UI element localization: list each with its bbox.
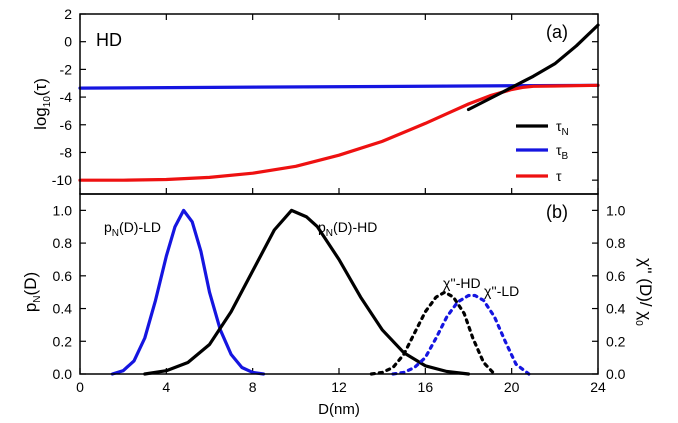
panel-b-ytick-label-0: 0.0: [53, 366, 73, 382]
panel-a-frame: [79, 13, 599, 195]
panel-b-xtick-label-0: 0: [76, 379, 84, 395]
panel-b-xtick-label-1: 4: [162, 379, 170, 395]
panel-a: 2 0 -2 -4 -6 -8 -10 HD (a) log10(τ) τN τB τ: [31, 6, 600, 195]
panel-a-ylabel: log10(τ): [31, 78, 53, 130]
panel-a-tag: HD: [96, 30, 122, 50]
panel-b-xlabel: D(nm): [318, 401, 360, 418]
panel-b-label: (b): [546, 202, 568, 222]
panel-b-ylabel-right: χ'' (D)/ χ0: [633, 258, 655, 326]
panel-b-series-2-line: [369, 290, 496, 376]
legend-label-2: τ: [556, 168, 562, 184]
panel-a-ytick-label-5: -8: [60, 144, 73, 160]
panel-a-ytick-label-2: -2: [60, 61, 73, 77]
panel-b-ytick-label-right-0: 0.0: [606, 366, 626, 382]
panel-b-xtick-label-4: 16: [418, 379, 434, 395]
panel-b-ytick-label-right-2: 0.4: [606, 301, 626, 317]
legend-label-1: τB: [556, 142, 569, 162]
panel-b-ytick-label-4: 0.8: [53, 235, 73, 251]
panel-b-ytick-label-3: 0.6: [53, 268, 73, 284]
annotation-chi-hd: χ''-HD: [443, 275, 481, 291]
panel-a-label: (a): [546, 22, 568, 42]
annotation-chi-ld: χ''-LD: [484, 283, 519, 299]
panel-a-ytick-label-4: -6: [60, 117, 73, 133]
panel-b-ylabel-left: pN(D): [21, 272, 43, 312]
panel-b-xtick-label-6: 24: [590, 379, 606, 395]
series-2-line: [78, 83, 600, 182]
annotation-pn-hd: pN(D)-HD: [318, 219, 377, 239]
panel-b-series-0-line: [110, 208, 266, 376]
panel-a-ticks: 2 0 -2 -4 -6 -8 -10: [52, 6, 599, 194]
annotation-pn-ld: pN(D)-LD: [104, 219, 161, 239]
panel-a-ytick-label-3: -4: [60, 89, 73, 105]
panel-b-ytick-label-5: 1.0: [53, 202, 73, 218]
panel-a-ytick-label-0: 2: [64, 6, 72, 22]
panel-b: 0.0 0.0 0.2 0.2 0.4 0.4 0.6 0.6 0.8 0.8 1.0 1.0 0 4 8 1…: [21, 193, 655, 418]
panel-a-series: [78, 23, 600, 182]
panel-b-series: [110, 208, 531, 376]
panel-a-legend: τN τB τ: [516, 118, 569, 184]
panel-b-ytick-label-right-4: 0.8: [606, 235, 626, 251]
panel-b-xtick-label-3: 12: [331, 379, 347, 395]
series-0-line: [466, 23, 600, 112]
panel-b-series-1-line: [143, 208, 471, 376]
panel-b-ytick-label-right-1: 0.2: [606, 333, 626, 349]
legend-label-0: τN: [556, 118, 569, 138]
panel-b-frame: [79, 193, 599, 375]
panel-b-series-3-line: [391, 293, 531, 376]
panel-a-ytick-label-1: 0: [64, 34, 72, 50]
panel-b-xtick-label-2: 8: [249, 379, 257, 395]
panel-b-ticks: 0.0 0.0 0.2 0.2 0.4 0.4 0.6 0.6 0.8 0.8 1.0 1.0 0 4 8 1…: [53, 202, 626, 395]
panel-a-ytick-label-6: -10: [52, 172, 72, 188]
panel-b-ytick-label-1: 0.2: [53, 333, 73, 349]
panel-b-xtick-label-5: 20: [504, 379, 520, 395]
panel-b-ytick-label-right-5: 1.0: [606, 202, 626, 218]
panel-b-ytick-label-right-3: 0.6: [606, 268, 626, 284]
panel-b-ytick-label-2: 0.4: [53, 301, 73, 317]
